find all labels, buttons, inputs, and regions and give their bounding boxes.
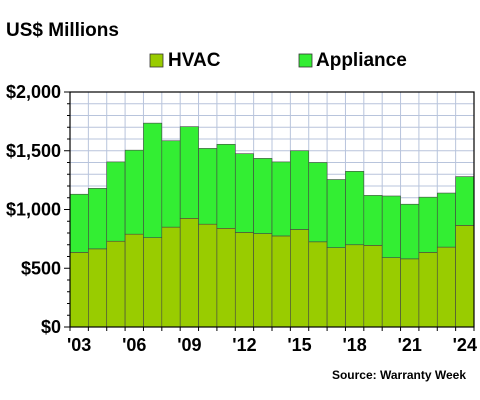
- x-tick-label: '15: [287, 335, 311, 355]
- bar-appliance-2014: [271, 161, 291, 237]
- bar-hvac-2023: [436, 246, 456, 328]
- y-tick-label: $0: [41, 317, 61, 337]
- bar-hvac-2007: [143, 237, 163, 328]
- bar-hvac-2022: [418, 252, 438, 328]
- bar-appliance-2011: [216, 143, 236, 229]
- bar-hvac-2024: [455, 225, 475, 328]
- bar-hvac-2011: [216, 228, 236, 328]
- bar-appliance-2008: [161, 140, 181, 228]
- bar-hvac-2005: [106, 240, 126, 328]
- bar-appliance-2016: [308, 162, 328, 243]
- bar-appliance-2009: [179, 126, 199, 219]
- axes: [64, 91, 475, 331]
- x-tick-label: '09: [177, 335, 201, 355]
- legend-label-appliance: Appliance: [316, 50, 407, 71]
- bar-hvac-2003: [69, 252, 89, 328]
- bar-hvac-2012: [234, 232, 254, 328]
- x-tick-label: '24: [453, 335, 477, 355]
- bar-appliance-2004: [88, 188, 108, 250]
- bar-appliance-2019: [363, 195, 383, 246]
- chart-title: US$ Millions: [6, 20, 119, 41]
- bar-appliance-2024: [455, 176, 475, 226]
- bar-appliance-2018: [345, 171, 365, 246]
- legend: HVAC Appliance: [149, 50, 407, 71]
- bar-appliance-2006: [124, 149, 144, 235]
- bar-appliance-2017: [326, 179, 346, 248]
- bar-appliance-2020: [381, 195, 401, 258]
- bar-appliance-2012: [234, 153, 254, 233]
- bar-appliance-2010: [198, 148, 218, 225]
- y-tick-label: $500: [21, 258, 61, 278]
- bar-hvac-2019: [363, 245, 383, 328]
- bar-hvac-2004: [88, 248, 108, 328]
- bar-appliance-2003: [69, 193, 89, 253]
- bar-hvac-2017: [326, 247, 346, 328]
- x-tick-label: '03: [67, 335, 91, 355]
- bar-hvac-2014: [271, 235, 291, 328]
- bar-hvac-2013: [253, 233, 273, 328]
- bar-appliance-2007: [143, 122, 163, 238]
- bar-hvac-2015: [290, 229, 310, 328]
- legend-swatch-hvac: [149, 53, 164, 68]
- y-tick-label: $2,000: [6, 82, 61, 102]
- bar-appliance-2023: [436, 192, 456, 248]
- bar-hvac-2016: [308, 241, 328, 328]
- legend-label-hvac: HVAC: [168, 50, 221, 71]
- bar-hvac-2018: [345, 244, 365, 328]
- bar-hvac-2021: [400, 258, 420, 328]
- bar-appliance-2022: [418, 196, 438, 253]
- bar-hvac-2006: [124, 233, 144, 328]
- y-tick-label: $1,500: [6, 141, 61, 161]
- bar-hvac-2009: [179, 218, 199, 328]
- x-tick-label: '21: [398, 335, 422, 355]
- x-tick-label: '06: [122, 335, 146, 355]
- bar-appliance-2015: [290, 150, 310, 230]
- x-tick-label: '12: [232, 335, 256, 355]
- bar-hvac-2008: [161, 226, 181, 328]
- bar-appliance-2005: [106, 161, 126, 242]
- source-note: Source: Warranty Week: [332, 368, 466, 382]
- bar-hvac-2010: [198, 223, 218, 328]
- bar-appliance-2013: [253, 158, 273, 234]
- x-axis-tick-labels: '03 '06 '09 '12 '15 '18 '21 '24: [67, 335, 477, 355]
- legend-swatch-appliance: [298, 53, 313, 68]
- bar-hvac-2020: [381, 257, 401, 328]
- bar-appliance-2021: [400, 203, 420, 260]
- y-tick-label: $1,000: [6, 200, 61, 220]
- y-axis-tick-labels: $0 $500 $1,000 $1,500 $2,000: [6, 82, 61, 337]
- x-tick-label: '18: [342, 335, 366, 355]
